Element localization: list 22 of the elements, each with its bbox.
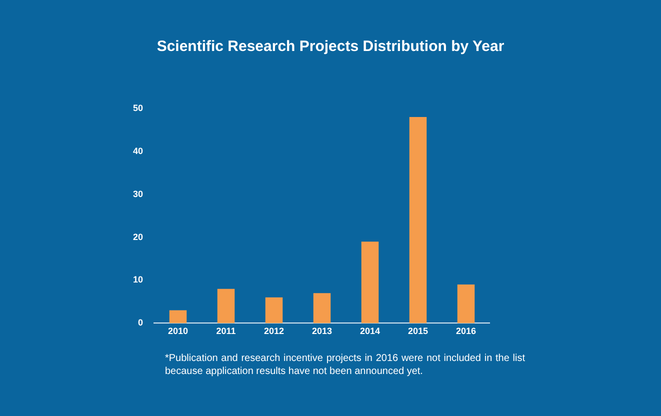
y-tick-label: 40 bbox=[132, 146, 144, 156]
x-tick-label: 2012 bbox=[264, 326, 284, 336]
y-tick-label: 0 bbox=[138, 318, 144, 328]
chart-title: Scientific Research Projects Distribution by Year bbox=[156, 38, 506, 55]
x-tick-label: 2011 bbox=[216, 326, 236, 336]
bar bbox=[457, 284, 475, 324]
x-tick-label: 2016 bbox=[456, 326, 476, 336]
bar bbox=[169, 310, 187, 324]
y-tick-label: 10 bbox=[132, 274, 144, 285]
x-tick-label: 2015 bbox=[408, 326, 428, 336]
text: *Publication and research incentive projects in 2016 were not included in the list because application results have not been announced yet. bbox=[165, 352, 525, 378]
x-tick-label: 2010 bbox=[168, 326, 188, 336]
x-tick-label: 2013 bbox=[312, 326, 332, 336]
y-tick-label: 50 bbox=[132, 102, 144, 113]
bar bbox=[265, 297, 283, 324]
x-tick-label: 2014 bbox=[360, 326, 380, 336]
y-tick-label: 30 bbox=[132, 188, 144, 199]
bar bbox=[409, 116, 427, 324]
bar bbox=[313, 293, 331, 324]
bar bbox=[361, 242, 379, 324]
bar bbox=[217, 288, 235, 324]
y-tick-label: 20 bbox=[132, 232, 144, 242]
